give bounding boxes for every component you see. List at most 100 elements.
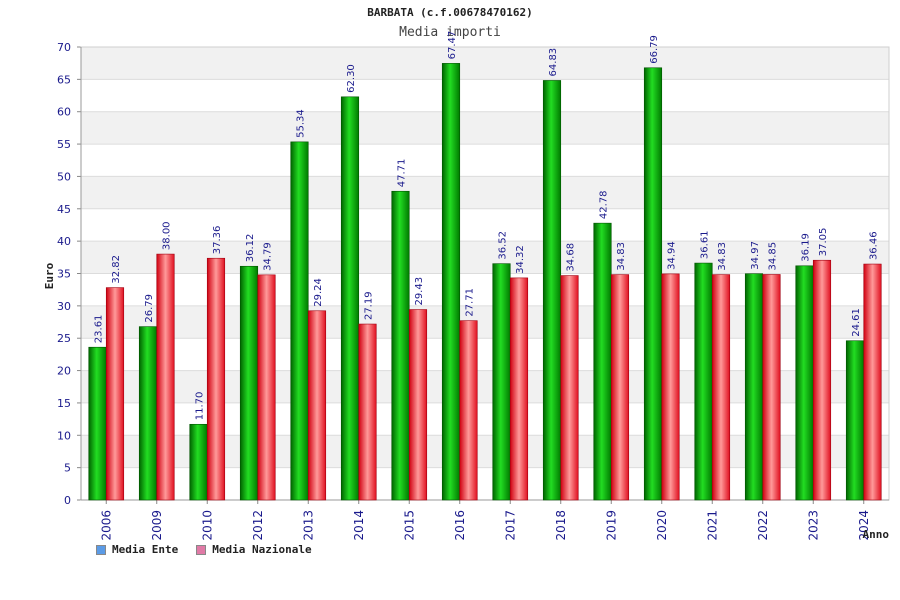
bar-media-ente-2010 <box>189 423 208 501</box>
data-label: 27.19 <box>364 291 375 320</box>
data-label: 36.52 <box>498 231 509 260</box>
data-label: 36.46 <box>869 231 880 260</box>
legend: Media Ente Media Nazionale <box>96 543 312 556</box>
data-label: 34.85 <box>768 242 779 271</box>
data-label: 29.24 <box>313 278 324 307</box>
bar-media-ente-2022 <box>744 273 764 501</box>
bar-media-nazionale-2013 <box>307 310 327 501</box>
x-tick-label: 2019 <box>604 510 618 541</box>
x-tick-label: 2024 <box>857 510 871 541</box>
y-tick-label: 45 <box>57 203 71 216</box>
data-label: 38.00 <box>162 221 173 250</box>
legend-item-media-nazionale: Media Nazionale <box>196 543 312 556</box>
x-tick-label: 2016 <box>453 510 467 541</box>
bar-media-nazionale-2024 <box>863 263 882 501</box>
chart-title: BARBATA (c.f.00678470162) <box>367 6 533 19</box>
data-label: 55.34 <box>296 109 307 138</box>
data-label: 37.36 <box>212 226 223 255</box>
data-label: 23.61 <box>94 315 105 344</box>
bar-media-ente-2009 <box>138 326 158 501</box>
x-tick-label: 2022 <box>756 510 770 541</box>
data-label: 29.43 <box>414 277 425 306</box>
y-tick-label: 30 <box>57 300 71 313</box>
bar-media-ente-2023 <box>795 265 814 501</box>
bar-media-nazionale-2021 <box>711 274 731 501</box>
data-label: 36.19 <box>801 233 812 262</box>
data-label: 47.71 <box>397 159 408 188</box>
x-tick-label: 2009 <box>150 510 164 541</box>
bar-media-nazionale-2017 <box>509 277 529 501</box>
data-label: 34.83 <box>717 242 728 271</box>
y-tick-label: 50 <box>57 170 71 183</box>
bar-media-ente-2021 <box>694 262 713 501</box>
x-tick-label: 2023 <box>806 510 820 541</box>
y-tick-label: 35 <box>57 268 71 281</box>
legend-label: Media Nazionale <box>212 543 312 556</box>
x-tick-label: 2015 <box>402 510 416 541</box>
bar-media-ente-2016 <box>441 63 461 501</box>
bar-media-nazionale-2009 <box>156 253 175 501</box>
data-label: 24.61 <box>851 308 862 337</box>
data-label: 34.97 <box>750 241 761 270</box>
y-tick-label: 0 <box>64 494 71 507</box>
data-label: 64.83 <box>548 48 559 77</box>
bar-media-nazionale-2006 <box>105 287 125 501</box>
grid-band <box>81 47 889 80</box>
y-tick-label: 10 <box>57 429 71 442</box>
bar-media-nazionale-2022 <box>762 274 781 501</box>
bar-media-ente-2020 <box>643 67 663 501</box>
y-tick-label: 65 <box>57 73 71 86</box>
x-tick-label: 2021 <box>705 510 719 541</box>
x-tick-label: 2014 <box>352 510 366 541</box>
data-label: 37.05 <box>818 228 829 257</box>
y-tick-label: 60 <box>57 106 71 119</box>
y-tick-label: 55 <box>57 138 71 151</box>
data-label: 36.61 <box>700 230 711 259</box>
x-tick-label: 2010 <box>200 510 214 541</box>
y-tick-label: 25 <box>57 332 71 345</box>
bar-media-nazionale-2015 <box>408 309 428 501</box>
data-label: 36.12 <box>245 234 256 263</box>
x-tick-label: 2013 <box>301 510 315 541</box>
legend-item-media-ente: Media Ente <box>96 543 178 556</box>
bar-media-nazionale-2014 <box>358 323 377 501</box>
bar-media-ente-2012 <box>239 265 259 501</box>
y-tick-label: 5 <box>64 462 71 475</box>
data-label: 26.79 <box>144 294 155 323</box>
data-label: 34.32 <box>515 245 526 274</box>
data-label: 34.94 <box>667 241 678 270</box>
data-label: 34.79 <box>263 242 274 271</box>
grid-band <box>81 111 889 145</box>
bar-media-ente-2018 <box>542 80 562 501</box>
chart-subtitle: Media importi <box>399 25 501 40</box>
grid-band <box>81 176 889 209</box>
bar-media-ente-2013 <box>290 141 309 501</box>
bar-media-nazionale-2010 <box>206 257 226 501</box>
data-label: 66.79 <box>649 35 660 64</box>
bar-media-nazionale-2019 <box>610 274 630 501</box>
data-label: 62.30 <box>346 64 357 93</box>
bar-media-nazionale-2023 <box>812 259 832 501</box>
data-label: 27.71 <box>465 288 476 317</box>
y-tick-label: 15 <box>57 397 71 410</box>
y-tick-label: 20 <box>57 365 71 378</box>
bar-media-ente-2006 <box>88 346 107 501</box>
y-axis-label: Euro <box>43 262 56 289</box>
x-tick-label: 2017 <box>503 510 517 541</box>
legend-swatch <box>96 544 106 555</box>
bar-media-ente-2024 <box>845 340 865 501</box>
bar-media-ente-2017 <box>492 263 511 501</box>
bar-media-ente-2015 <box>391 190 410 501</box>
data-label: 34.83 <box>616 242 627 271</box>
data-label: 34.68 <box>566 243 577 272</box>
x-tick-label: 2018 <box>554 510 568 541</box>
bar-media-nazionale-2012 <box>257 274 276 501</box>
y-tick-label: 70 <box>57 41 71 54</box>
x-tick-label: 2006 <box>99 510 113 541</box>
data-label: 11.70 <box>195 392 206 421</box>
data-label: 42.78 <box>599 191 610 220</box>
bar-media-nazionale-2020 <box>661 273 680 501</box>
legend-swatch <box>196 544 207 555</box>
bar-media-ente-2019 <box>593 222 612 501</box>
